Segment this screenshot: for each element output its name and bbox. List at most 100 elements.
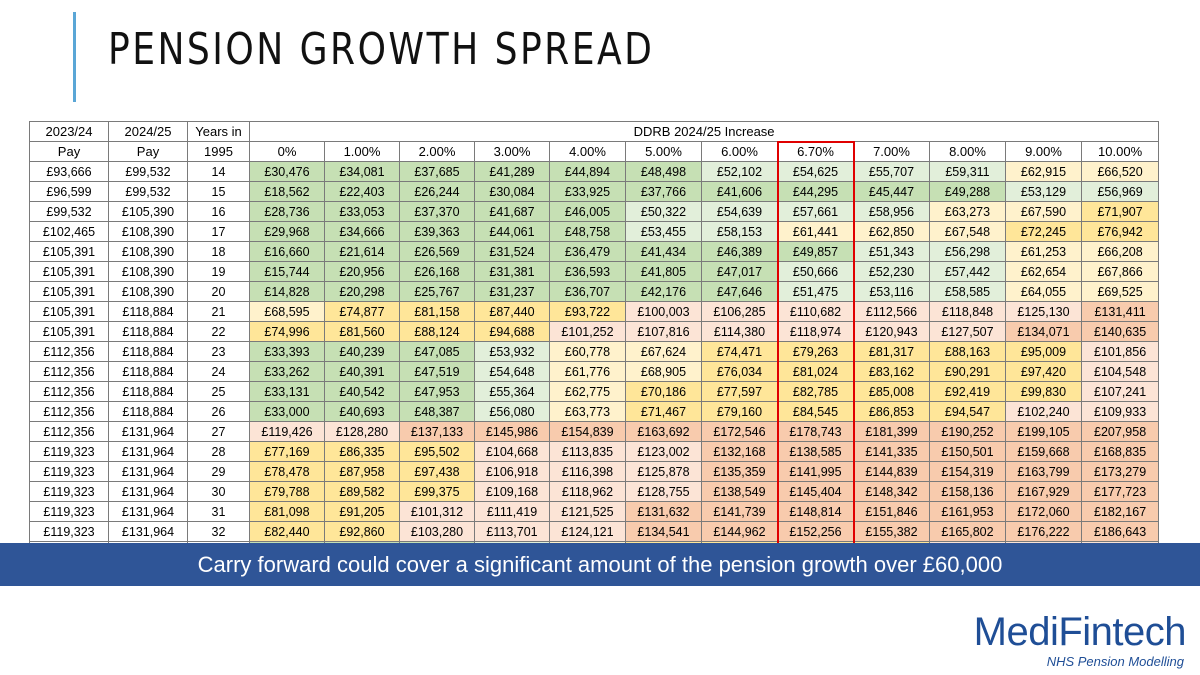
cell-growth-value: £57,442 [929,261,1006,282]
cell-growth-value: £79,263 [777,341,854,362]
cell-growth-value: £113,835 [549,441,626,462]
cell-growth-value: £138,585 [777,441,854,462]
header-pay-2425-label: Pay [108,141,188,162]
cell-growth-value: £134,071 [1005,321,1082,342]
cell-growth-value: £101,252 [549,321,626,342]
header-ddrb-group: DDRB 2024/25 Increase [248,121,1160,142]
cell-growth-value: £120,943 [853,321,930,342]
cell-growth-value: £63,773 [549,401,626,422]
cell-growth-value: £54,639 [701,201,778,222]
cell-pay-2425: £108,390 [108,221,188,242]
cell-years: 19 [187,261,250,282]
cell-growth-value: £48,498 [625,161,702,182]
table-row: £119,323 £131,964 28 £77,169 £86,335 £95,502 £… [29,441,1160,462]
cell-growth-value: £121,525 [549,501,626,522]
cell-growth-value: £173,279 [1080,461,1160,482]
cell-growth-value: £100,003 [625,301,702,322]
cell-growth-value: £56,080 [474,401,550,422]
cell-growth-value: £66,208 [1080,241,1160,262]
cell-growth-value: £16,660 [249,241,325,262]
pension-table-container: 2023/24 2024/25 Years in DDRB 2024/25 In… [29,121,1160,563]
cell-growth-value: £127,507 [929,321,1006,342]
cell-pay-2324: £112,356 [29,341,109,362]
header-increase: 9.00% [1005,141,1082,162]
cell-growth-value: £47,017 [701,261,778,282]
title-accent-bar [73,12,76,102]
cell-growth-value: £99,830 [1005,381,1082,402]
cell-growth-value: £132,168 [701,441,778,462]
cell-pay-2324: £105,391 [29,261,109,282]
cell-growth-value: £77,169 [249,441,325,462]
cell-growth-value: £114,380 [701,321,778,342]
cell-growth-value: £109,933 [1080,401,1160,422]
cell-growth-value: £78,478 [249,461,325,482]
cell-growth-value: £62,654 [1005,261,1082,282]
cell-pay-2324: £119,323 [29,461,109,482]
cell-pay-2425: £131,964 [108,421,188,442]
cell-pay-2324: £112,356 [29,421,109,442]
cell-growth-value: £39,363 [399,221,475,242]
cell-growth-value: £124,121 [549,521,626,542]
cell-growth-value: £56,969 [1080,181,1160,202]
header-row-1: 2023/24 2024/25 Years in DDRB 2024/25 In… [29,121,1160,142]
cell-pay-2324: £112,356 [29,361,109,382]
cell-pay-2324: £93,666 [29,161,109,182]
cell-growth-value: £77,597 [701,381,778,402]
cell-growth-value: £51,343 [853,241,930,262]
cell-growth-value: £145,986 [474,421,550,442]
cell-pay-2324: £105,391 [29,241,109,262]
cell-growth-value: £172,546 [701,421,778,442]
table-row: £119,323 £131,964 31 £81,098 £91,205 £101,312… [29,501,1160,522]
cell-growth-value: £125,130 [1005,301,1082,322]
cell-growth-value: £56,298 [929,241,1006,262]
cell-growth-value: £47,519 [399,361,475,382]
cell-pay-2425: £131,964 [108,481,188,502]
cell-growth-value: £82,785 [777,381,854,402]
cell-growth-value: £103,280 [399,521,475,542]
cell-growth-value: £92,860 [324,521,400,542]
cell-growth-value: £107,816 [625,321,702,342]
cell-growth-value: £69,525 [1080,281,1160,302]
cell-growth-value: £134,541 [625,521,702,542]
logo-tagline: NHS Pension Modelling [1046,654,1184,669]
cell-growth-value: £102,240 [1005,401,1082,422]
cell-growth-value: £41,289 [474,161,550,182]
cell-growth-value: £29,968 [249,221,325,242]
table-row: £112,356 £118,884 23 £33,393 £40,239 £47,085 £… [29,341,1160,362]
cell-growth-value: £119,426 [249,421,325,442]
cell-growth-value: £49,288 [929,181,1006,202]
table-row: £112,356 £118,884 25 £33,131 £40,542 £47,953 £… [29,381,1160,402]
cell-growth-value: £58,153 [701,221,778,242]
cell-pay-2425: £118,884 [108,361,188,382]
cell-growth-value: £112,566 [853,301,930,322]
cell-growth-value: £86,853 [853,401,930,422]
cell-growth-value: £148,814 [777,501,854,522]
cell-pay-2425: £99,532 [108,181,188,202]
cell-growth-value: £54,625 [777,161,854,182]
cell-years: 24 [187,361,250,382]
cell-growth-value: £67,548 [929,221,1006,242]
cell-growth-value: £118,974 [777,321,854,342]
cell-growth-value: £52,230 [853,261,930,282]
cell-growth-value: £176,222 [1005,521,1082,542]
cell-years: 28 [187,441,250,462]
cell-growth-value: £44,061 [474,221,550,242]
cell-growth-value: £33,131 [249,381,325,402]
cell-growth-value: £131,632 [625,501,702,522]
cell-growth-value: £199,105 [1005,421,1082,442]
cell-growth-value: £95,502 [399,441,475,462]
cell-growth-value: £135,359 [701,461,778,482]
cell-growth-value: £91,205 [324,501,400,522]
cell-pay-2324: £96,599 [29,181,109,202]
cell-growth-value: £81,560 [324,321,400,342]
cell-years: 22 [187,321,250,342]
cell-growth-value: £36,479 [549,241,626,262]
cell-years: 31 [187,501,250,522]
cell-growth-value: £67,624 [625,341,702,362]
cell-growth-value: £101,856 [1080,341,1160,362]
cell-growth-value: £163,692 [625,421,702,442]
cell-pay-2425: £108,390 [108,241,188,262]
cell-growth-value: £48,758 [549,221,626,242]
cell-growth-value: £161,953 [929,501,1006,522]
cell-growth-value: £33,262 [249,361,325,382]
